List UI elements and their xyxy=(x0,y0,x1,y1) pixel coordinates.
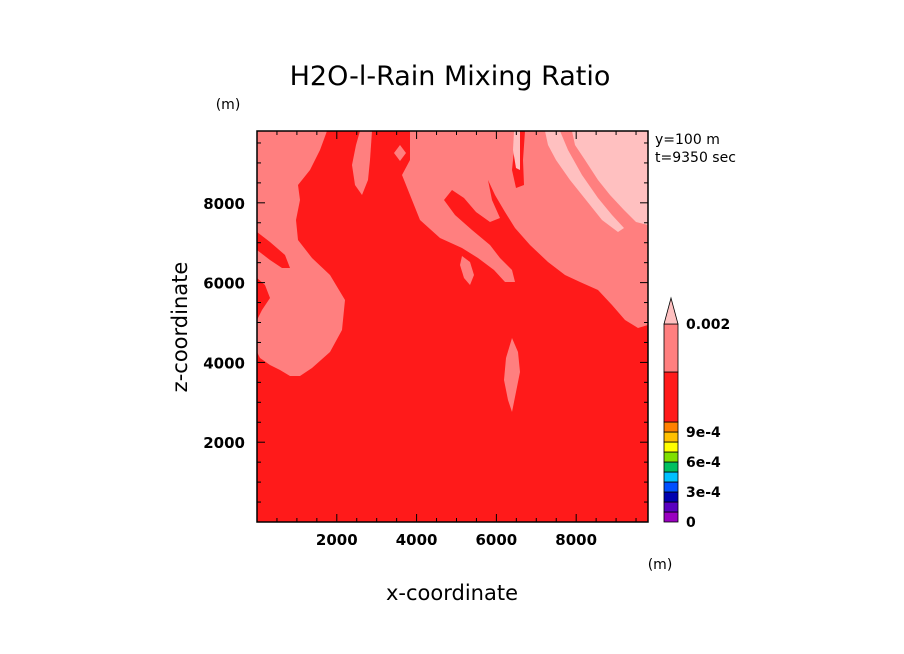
colorbar-box xyxy=(663,491,679,503)
y-unit-label: (m) xyxy=(216,97,241,113)
colorbar-box xyxy=(663,421,679,433)
colorbar-box xyxy=(663,511,679,523)
x-tick-label: 2000 xyxy=(316,531,358,549)
x-tick-label: 4000 xyxy=(396,531,438,549)
colorbar-label: 3e-4 xyxy=(686,485,721,501)
y-axis: 2000 4000 6000 8000 xyxy=(203,142,648,503)
region-pink-center-top xyxy=(352,131,372,195)
colorbar-box xyxy=(663,431,679,443)
colorbar-box xyxy=(663,461,679,473)
y-axis-label: z-coordinate xyxy=(168,262,192,393)
x-axis-label: x-coordinate xyxy=(386,581,518,605)
colorbar: 0 3e-4 6e-4 9e-4 0.002 xyxy=(663,296,730,531)
colorbar-box xyxy=(663,371,679,423)
x-unit-label: (m) xyxy=(648,557,673,573)
colorbar-label: 6e-4 xyxy=(686,455,721,471)
colorbar-label: 0 xyxy=(686,515,696,531)
plot-frame xyxy=(256,130,649,523)
region-lightpink-band xyxy=(545,131,624,232)
y-tick-label: 6000 xyxy=(203,275,245,293)
region-pink-upper-right xyxy=(402,131,648,328)
plot-area xyxy=(256,130,649,523)
y-tick-label: 8000 xyxy=(203,195,245,213)
colorbar-box xyxy=(663,501,679,513)
y-tick-label: 2000 xyxy=(203,434,245,452)
x-tick-label: 6000 xyxy=(476,531,518,549)
annotation-y: y=100 m xyxy=(655,132,720,148)
colorbar-extend-triangle xyxy=(663,296,679,325)
colorbar-label: 9e-4 xyxy=(686,425,721,441)
region-pink-diamond xyxy=(394,145,406,161)
region-pink-streak xyxy=(504,338,520,412)
colorbar-box xyxy=(663,481,679,493)
x-tick-label: 8000 xyxy=(555,531,597,549)
annotation-t: t=9350 sec xyxy=(655,150,736,166)
colorbar-box xyxy=(663,323,679,373)
region-pink-left xyxy=(257,131,345,376)
colorbar-box xyxy=(663,451,679,463)
colorbar-box xyxy=(663,441,679,453)
y-tick-label: 4000 xyxy=(203,354,245,372)
chart-title: H2O-l-Rain Mixing Ratio xyxy=(290,61,611,92)
colorbar-label: 0.002 xyxy=(686,317,730,333)
region-pink-small-blob xyxy=(460,256,474,285)
region-lightpink-upper-right xyxy=(572,131,648,225)
x-axis: 2000 4000 6000 8000 xyxy=(276,131,637,549)
region-red-left-island xyxy=(257,232,290,268)
region-lightpink-strip xyxy=(513,131,520,170)
colorbar-box xyxy=(663,471,679,483)
